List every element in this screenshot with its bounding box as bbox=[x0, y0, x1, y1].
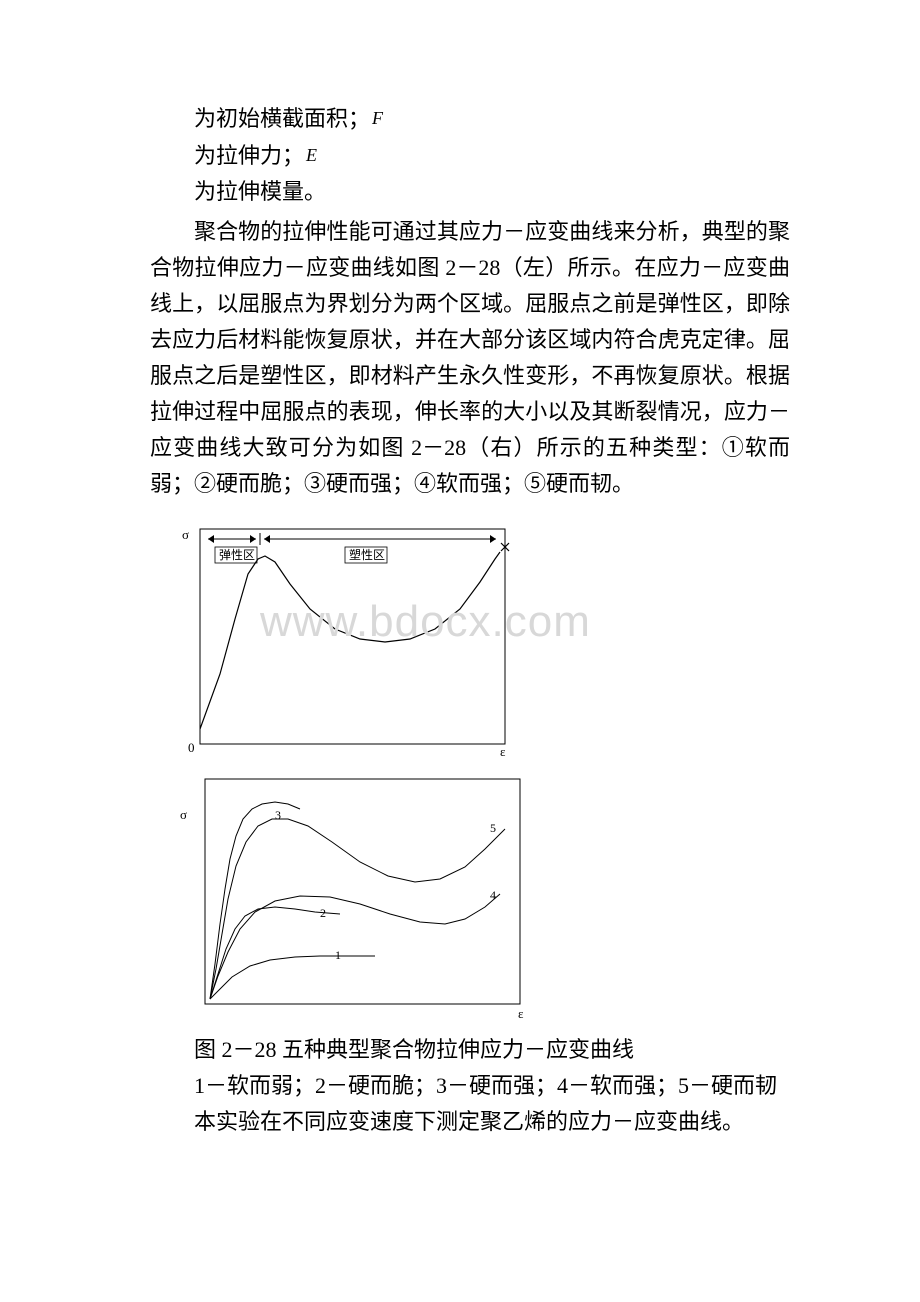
figure-block: σ 0 ε 弹性区 塑性区 σ ε 1 2 3 4 5 bbox=[160, 514, 790, 1024]
chart-stress-strain-five-types: σ ε 1 2 3 4 5 bbox=[160, 764, 540, 1024]
figure-caption: 图 2－28 五种典型聚合物拉伸应力－应变曲线 bbox=[150, 1032, 790, 1068]
svg-text:ε: ε bbox=[518, 1006, 524, 1021]
svg-text:1: 1 bbox=[335, 948, 341, 962]
text-line-3: 为拉伸模量。 bbox=[150, 174, 790, 210]
figure-legend: 1－软而弱；2－硬而脆；3－硬而强；4－软而强；5－硬而韧 bbox=[150, 1068, 790, 1104]
svg-text:4: 4 bbox=[490, 888, 496, 902]
svg-text:2: 2 bbox=[320, 906, 326, 920]
svg-text:0: 0 bbox=[188, 740, 195, 755]
svg-text:塑性区: 塑性区 bbox=[349, 547, 385, 562]
text-line-2: 为拉伸力；E bbox=[150, 137, 790, 174]
chart-stress-strain-typical: σ 0 ε 弹性区 塑性区 bbox=[160, 514, 520, 764]
document-page: 为初始横截面积；F 为拉伸力；E 为拉伸模量。 聚合物的拉伸性能可通过其应力－应… bbox=[0, 0, 920, 1200]
text-fragment: 为初始横截面积； bbox=[194, 106, 370, 131]
svg-text:5: 5 bbox=[490, 821, 496, 835]
closing-line: 本实验在不同应变速度下测定聚乙烯的应力－应变曲线。 bbox=[150, 1104, 790, 1140]
text-line-1: 为初始横截面积；F bbox=[150, 100, 790, 137]
svg-text:ε: ε bbox=[500, 744, 506, 759]
main-paragraph: 聚合物的拉伸性能可通过其应力－应变曲线来分析，典型的聚合物拉伸应力－应变曲线如图… bbox=[150, 214, 790, 502]
svg-text:3: 3 bbox=[275, 808, 281, 822]
svg-text:σ: σ bbox=[182, 527, 189, 542]
symbol-F: F bbox=[370, 108, 383, 128]
text-fragment: 为拉伸力； bbox=[194, 143, 304, 168]
svg-text:弹性区: 弹性区 bbox=[219, 548, 255, 562]
svg-text:σ: σ bbox=[180, 807, 187, 822]
symbol-E: E bbox=[304, 145, 317, 165]
